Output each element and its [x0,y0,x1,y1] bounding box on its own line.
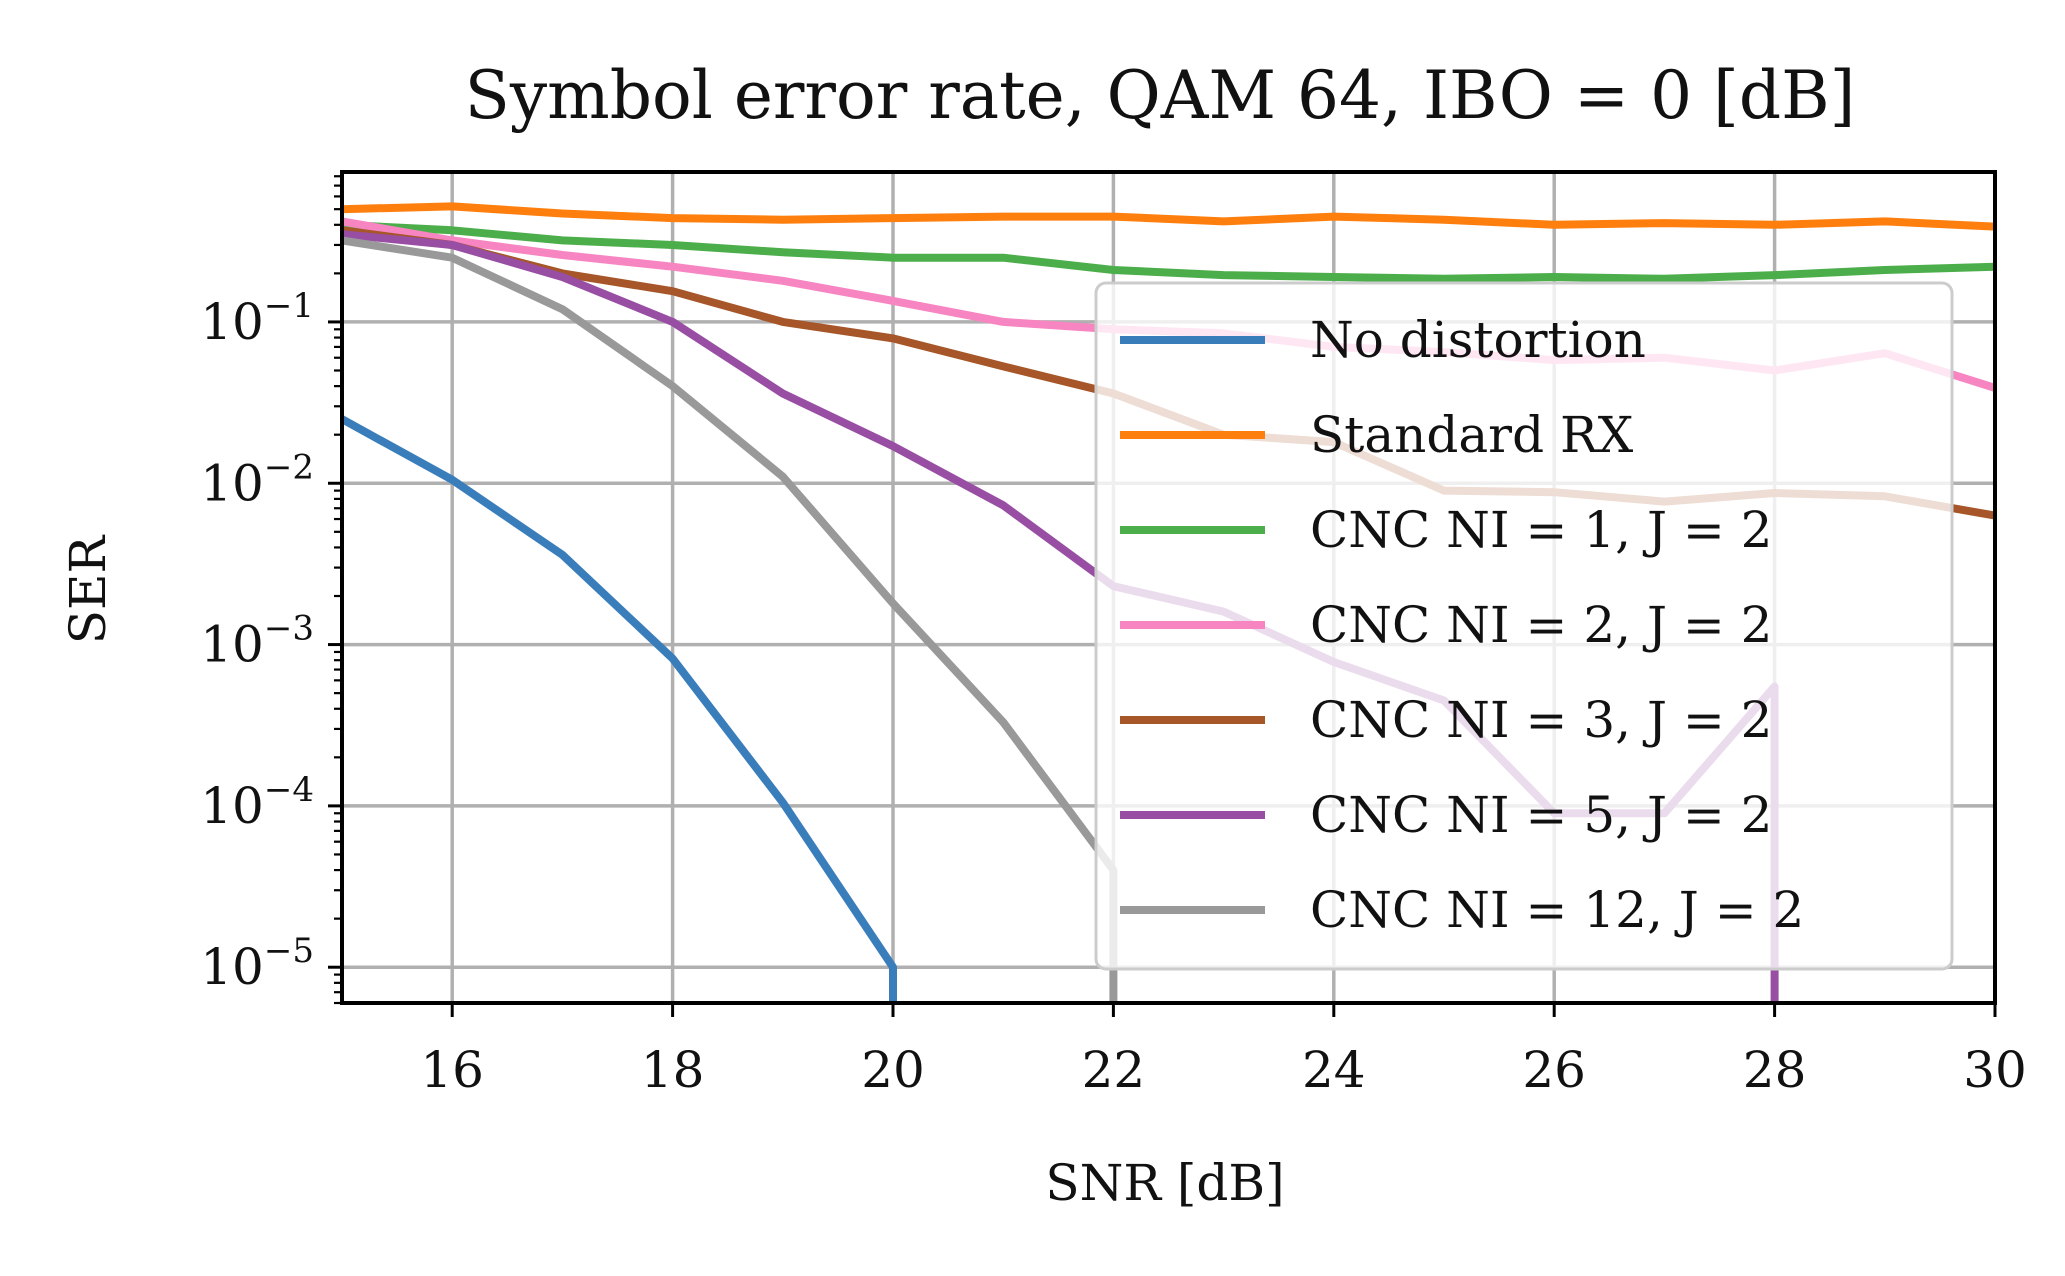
x-tick-label: 26 [1522,1041,1586,1099]
x-tick-label: 30 [1963,1041,2027,1099]
legend-label: No distortion [1310,311,1646,369]
chart-title: Symbol error rate, QAM 64, IBO = 0 [dB] [465,57,1856,134]
legend-label: CNC NI = 1, J = 2 [1310,501,1772,559]
x-tick-label: 16 [420,1041,484,1099]
x-tick-label: 20 [861,1041,925,1099]
y-tick-label: 10−4 [200,770,314,835]
x-axis-label: SNR [dB] [1045,1154,1284,1212]
legend-label: CNC NI = 2, J = 2 [1310,596,1772,654]
series-line-3 [342,220,1995,283]
y-tick-label: 10−5 [200,931,314,996]
legend-label: CNC NI = 12, J = 2 [1310,881,1804,939]
x-tick-label: 24 [1302,1041,1366,1099]
plot-frame [340,170,1997,1005]
x-tick-label: 22 [1082,1041,1146,1099]
y-axis-label: SER [59,534,117,644]
legend-label: Standard RX [1310,406,1634,464]
y-tick-label: 10−2 [200,447,314,512]
legend-label: CNC NI = 5, J = 2 [1310,786,1772,844]
x-axis-ticks: 16 18 20 22 24 26 28 30 [420,1003,2027,1099]
series-line-1 [342,415,897,1003]
y-tick-label: 10−3 [200,609,314,674]
y-tick-label: 10−1 [200,286,314,351]
legend-box [1094,281,1954,971]
series-line-2 [342,202,1995,231]
y-axis-ticks: 10−1 10−2 10−3 10−4 10−5 [200,286,342,996]
x-tick-label: 18 [641,1041,705,1099]
legend-label: CNC NI = 3, J = 2 [1310,691,1772,749]
legend: No distortion Standard RX CNC NI = 1, J = … [1094,281,1954,971]
series-line-7 [342,236,1118,1003]
x-tick-label: 28 [1743,1041,1807,1099]
